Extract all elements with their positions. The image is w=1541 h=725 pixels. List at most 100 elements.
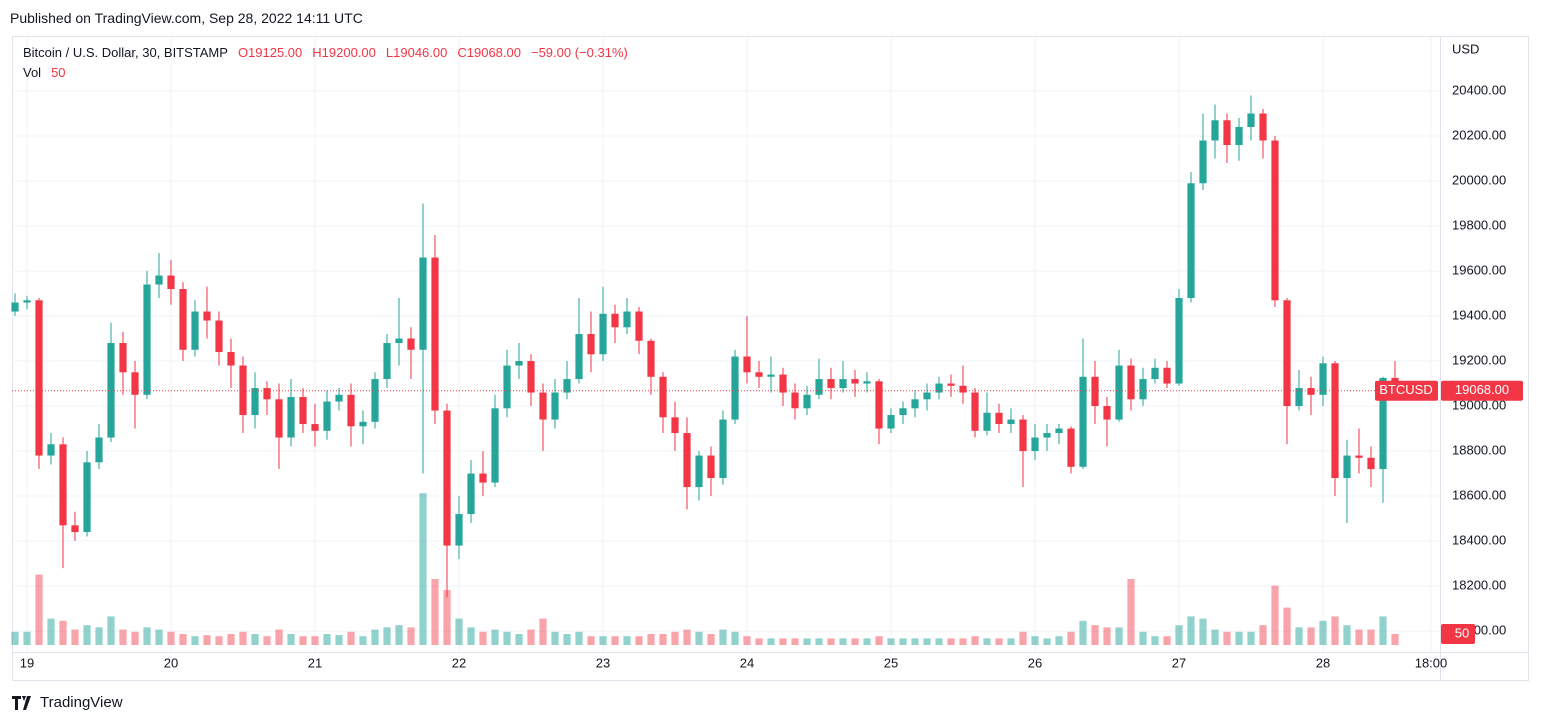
candle-body <box>1019 419 1027 452</box>
candle-body <box>1151 367 1159 380</box>
candle-body <box>995 412 1003 425</box>
volume-bar <box>155 629 163 645</box>
candle-body <box>635 311 643 341</box>
candle-body <box>1127 365 1135 400</box>
volume-bar <box>1187 616 1195 645</box>
y-tick-label: 20400.00 <box>1452 82 1506 97</box>
x-tick-label: 20 <box>164 655 178 670</box>
candle-body <box>707 455 715 479</box>
candle-body <box>359 421 367 427</box>
volume-bar <box>59 620 67 645</box>
volume-bar <box>1163 636 1171 645</box>
candle-body <box>791 392 799 409</box>
candle-body <box>419 257 427 350</box>
candle-body <box>1211 120 1219 141</box>
volume-bar <box>1055 636 1063 645</box>
volume-bar <box>1079 620 1087 645</box>
candle-body <box>299 397 307 425</box>
x-tick-label: 27 <box>1172 655 1186 670</box>
candle-body <box>1163 367 1171 384</box>
volume-bar <box>383 627 391 645</box>
candle-body <box>335 394 343 402</box>
volume-bar <box>935 638 943 645</box>
volume-bar <box>527 629 535 645</box>
volume-bar <box>731 631 739 645</box>
volume-bar <box>347 631 355 645</box>
y-tick-label: 19800.00 <box>1452 217 1506 232</box>
candle-body <box>527 361 535 393</box>
volume-bar <box>983 638 991 645</box>
y-tick-label: 19200.00 <box>1452 352 1506 367</box>
y-tick-label: 20200.00 <box>1452 127 1506 142</box>
volume-bar <box>503 631 511 645</box>
published-note: Published on TradingView.com, Sep 28, 20… <box>10 10 363 26</box>
price-tag: 19068.00 <box>1455 382 1509 397</box>
candle-body <box>935 383 943 393</box>
candle-body <box>479 473 487 483</box>
candle-body <box>1115 365 1123 420</box>
volume-bar <box>1391 634 1399 645</box>
candle-body <box>1067 428 1075 467</box>
candle-body <box>491 408 499 483</box>
candle-body <box>143 284 151 395</box>
candle-body <box>959 385 967 393</box>
candle-body <box>1307 388 1315 395</box>
volume-bar <box>1175 625 1183 645</box>
footer: TradingView <box>12 694 123 711</box>
candle-body <box>431 257 439 411</box>
candle-body <box>1187 183 1195 299</box>
volume-bar <box>263 636 271 645</box>
logo <box>12 695 31 710</box>
candle-body <box>755 372 763 377</box>
candle-body <box>11 302 19 312</box>
volume-tag-box <box>1441 624 1475 644</box>
volume-bar <box>1331 616 1339 645</box>
volume-bar <box>1199 618 1207 645</box>
volume-bar <box>359 636 367 645</box>
volume-bar <box>743 636 751 645</box>
volume-bar <box>1031 636 1039 645</box>
volume-bar <box>227 634 235 645</box>
candle-body <box>587 334 595 355</box>
volume-bar <box>311 636 319 645</box>
volume-bar <box>167 631 175 645</box>
volume-bar <box>1127 579 1135 645</box>
volume-legend: Vol 50 <box>23 65 66 80</box>
y-tick-label: 18400.00 <box>1452 532 1506 547</box>
candle-body <box>1259 113 1267 141</box>
candle-body <box>731 356 739 420</box>
close-label: C19068.00 <box>457 45 521 60</box>
candle-body <box>695 455 703 488</box>
candle-body <box>83 462 91 533</box>
volume-bar <box>1007 638 1015 645</box>
x-tick-label: 18:00 <box>1415 655 1448 670</box>
volume-bar <box>191 636 199 645</box>
volume-tag: 50 <box>1455 625 1469 640</box>
x-tick-label: 19 <box>20 655 34 670</box>
volume-bar <box>1283 607 1291 645</box>
volume-bar <box>83 625 91 645</box>
volume-bar <box>1223 631 1231 645</box>
candle-body <box>131 372 139 395</box>
volume-bar <box>947 638 955 645</box>
candle-body <box>227 352 235 366</box>
candle-body <box>647 340 655 377</box>
volume-bar <box>371 629 379 645</box>
candle-body <box>71 525 79 533</box>
volume-bar <box>1307 627 1315 645</box>
candle-body <box>275 399 283 438</box>
candle-body <box>203 311 211 321</box>
volume-bar <box>839 638 847 645</box>
volume-bar <box>1091 625 1099 645</box>
volume-bar <box>215 636 223 645</box>
volume-bar <box>35 574 43 645</box>
candle-body <box>743 356 751 373</box>
volume-bar <box>443 590 451 645</box>
volume-bar <box>1295 627 1303 645</box>
candle-body <box>899 408 907 416</box>
volume-bar <box>1019 631 1027 645</box>
volume-bar <box>767 638 775 645</box>
candle-body <box>191 311 199 350</box>
volume-bar <box>803 638 811 645</box>
